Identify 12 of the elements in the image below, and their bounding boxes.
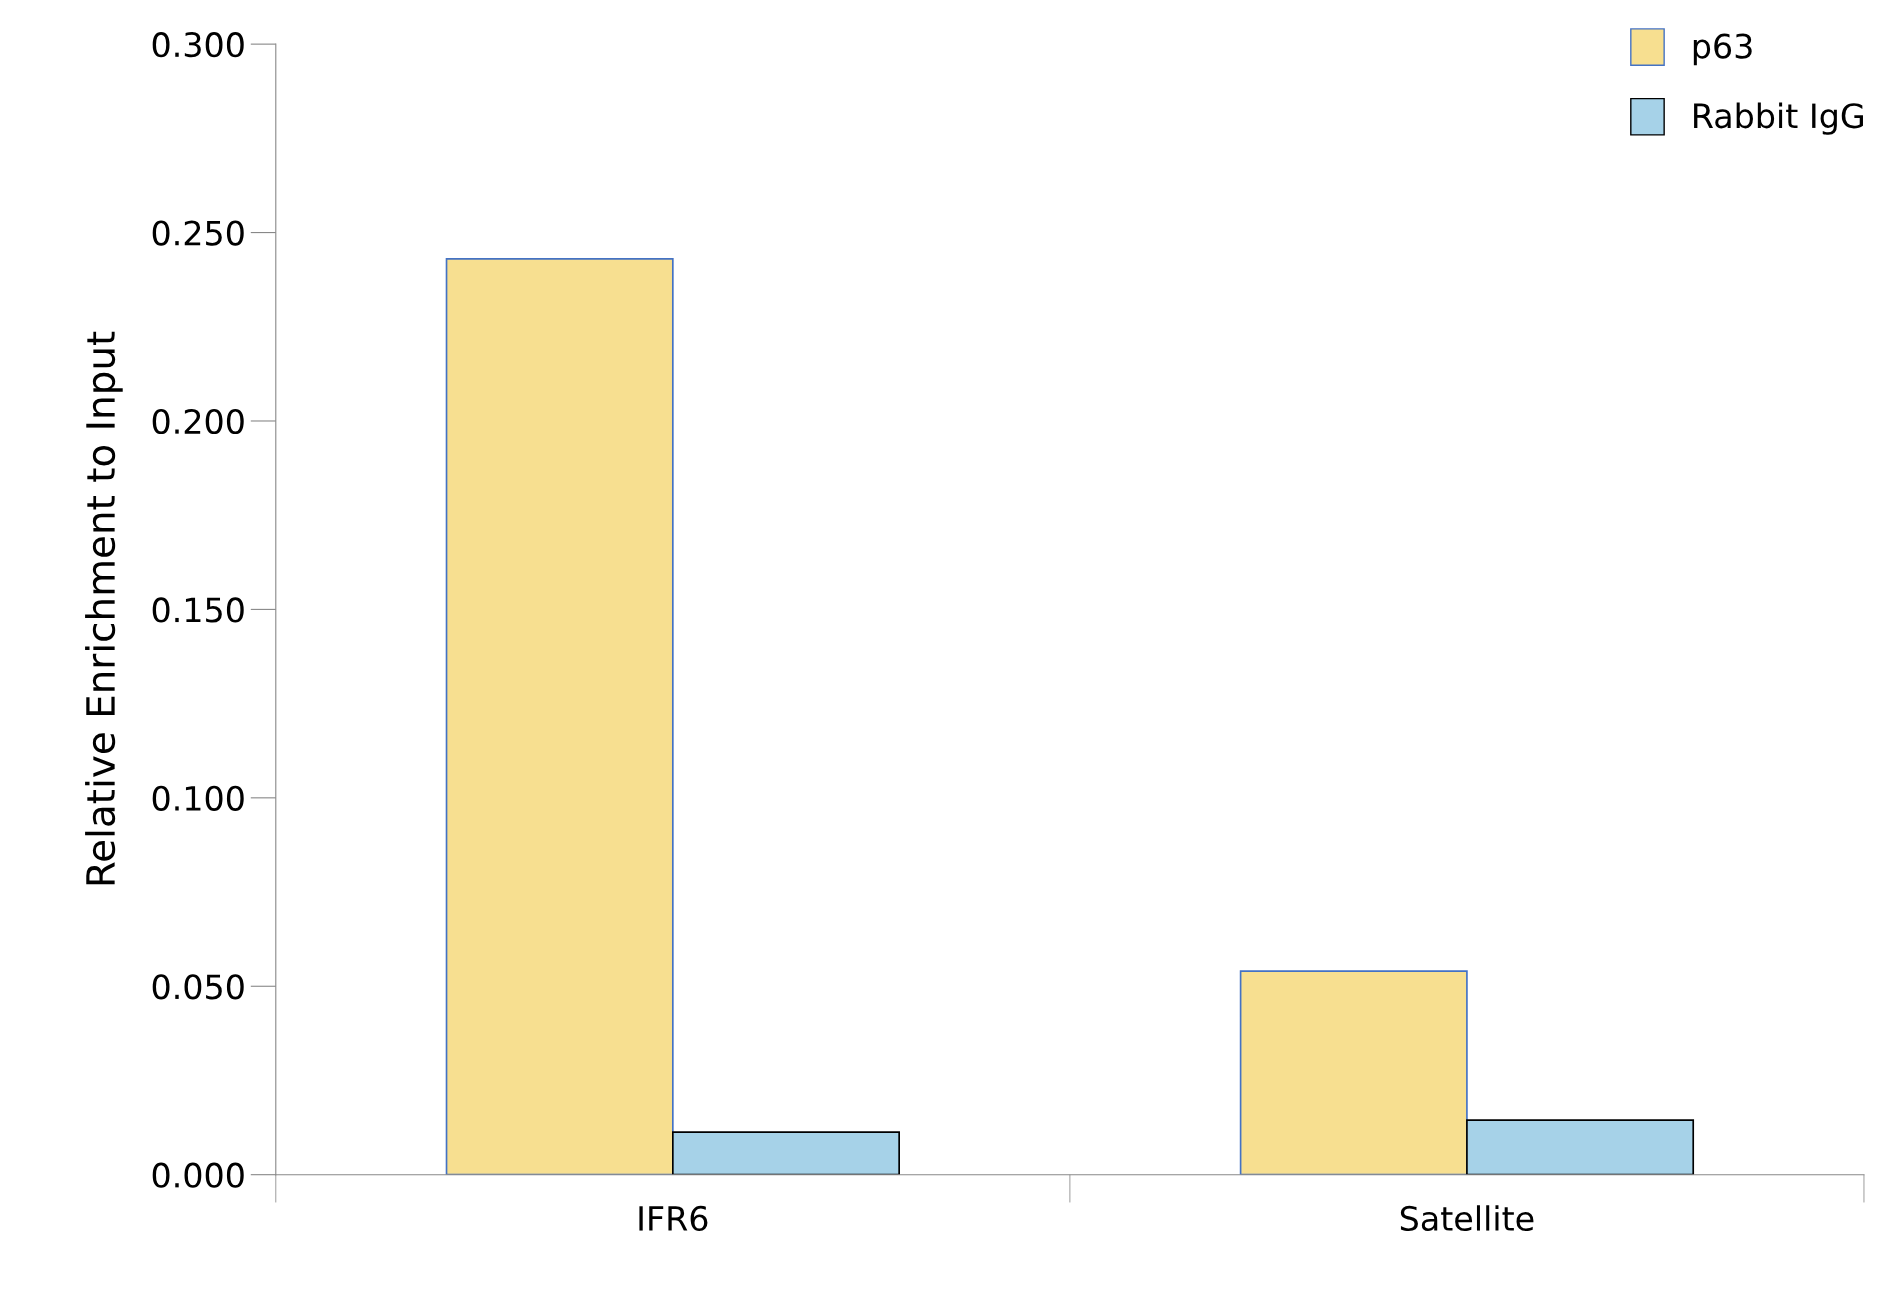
y-axis-title: Relative Enrichment to Input — [85, 331, 123, 885]
legend-label: Rabbit IgG — [1694, 102, 1863, 135]
y-tick-label: 0.150 — [152, 597, 244, 623]
y-tick-label: 0.200 — [152, 408, 244, 435]
x-tick-label: IFR6 — [639, 1205, 708, 1232]
y-tick-label: 0.100 — [152, 785, 244, 811]
legend-label: p63 — [1693, 33, 1752, 66]
x-tick-label: Satellite — [1400, 1205, 1534, 1232]
y-tick-label: 0.000 — [152, 1162, 244, 1188]
y-tick-label: 0.300 — [152, 32, 244, 58]
y-tick-label: 0.050 — [152, 974, 244, 1000]
y-tick-label: 0.250 — [152, 220, 244, 246]
